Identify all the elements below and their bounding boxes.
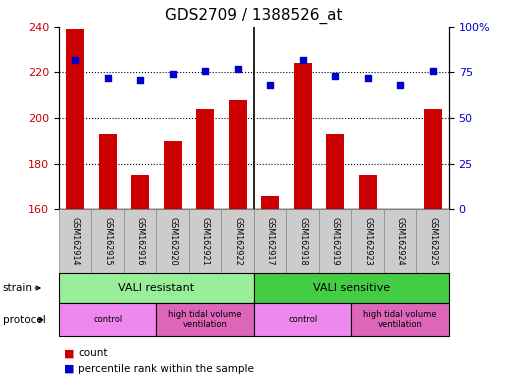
- Bar: [261, 195, 279, 209]
- Text: GSM162918: GSM162918: [298, 217, 307, 265]
- Text: VALI resistant: VALI resistant: [119, 283, 194, 293]
- Point: [428, 68, 437, 74]
- Title: GDS2709 / 1388526_at: GDS2709 / 1388526_at: [165, 8, 343, 24]
- Text: strain: strain: [3, 283, 32, 293]
- Point: [201, 68, 209, 74]
- Text: high tidal volume
ventilation: high tidal volume ventilation: [168, 310, 242, 329]
- Bar: [99, 134, 116, 209]
- Point: [104, 75, 112, 81]
- Text: GSM162923: GSM162923: [363, 217, 372, 265]
- Point: [266, 82, 274, 88]
- Point: [364, 75, 372, 81]
- Bar: [359, 175, 377, 209]
- Text: protocol: protocol: [3, 314, 45, 325]
- Text: percentile rank within the sample: percentile rank within the sample: [78, 364, 254, 374]
- Text: GSM162919: GSM162919: [331, 217, 340, 265]
- Text: GSM162917: GSM162917: [266, 217, 274, 265]
- Text: count: count: [78, 348, 108, 358]
- Text: GSM162915: GSM162915: [103, 217, 112, 265]
- Text: GSM162922: GSM162922: [233, 217, 242, 265]
- Point: [396, 82, 404, 88]
- Bar: [424, 109, 442, 209]
- Text: GSM162921: GSM162921: [201, 217, 210, 265]
- Text: control: control: [93, 315, 123, 324]
- Text: GSM162916: GSM162916: [136, 217, 145, 265]
- Text: high tidal volume
ventilation: high tidal volume ventilation: [363, 310, 437, 329]
- Point: [331, 73, 339, 79]
- Bar: [326, 134, 344, 209]
- Point: [71, 56, 80, 63]
- Bar: [196, 109, 214, 209]
- Text: GSM162920: GSM162920: [168, 217, 177, 265]
- Point: [136, 77, 144, 83]
- Point: [233, 66, 242, 72]
- Text: control: control: [288, 315, 318, 324]
- Bar: [131, 175, 149, 209]
- Text: VALI sensitive: VALI sensitive: [313, 283, 390, 293]
- Text: ■: ■: [64, 348, 74, 358]
- Point: [169, 71, 177, 78]
- Text: GSM162914: GSM162914: [71, 217, 80, 265]
- Bar: [66, 29, 84, 209]
- Point: [299, 56, 307, 63]
- Text: ■: ■: [64, 364, 74, 374]
- Text: GSM162924: GSM162924: [396, 217, 405, 265]
- Bar: [229, 100, 247, 209]
- Bar: [294, 63, 311, 209]
- Bar: [164, 141, 182, 209]
- Text: GSM162925: GSM162925: [428, 217, 437, 265]
